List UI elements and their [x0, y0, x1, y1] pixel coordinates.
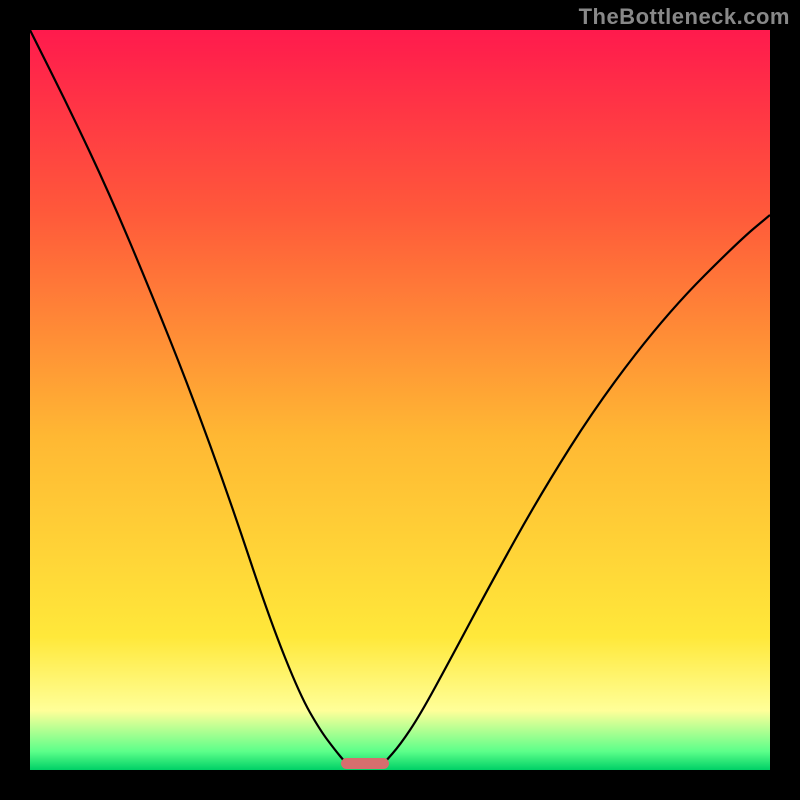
curve-left-branch: [30, 30, 345, 762]
chart-frame: TheBottleneck.com: [0, 0, 800, 800]
bottleneck-curve: [30, 30, 770, 770]
watermark-text: TheBottleneck.com: [579, 4, 790, 30]
plot-area: [30, 30, 770, 770]
highlight-marker: [341, 758, 389, 769]
curve-right-branch: [385, 215, 770, 762]
